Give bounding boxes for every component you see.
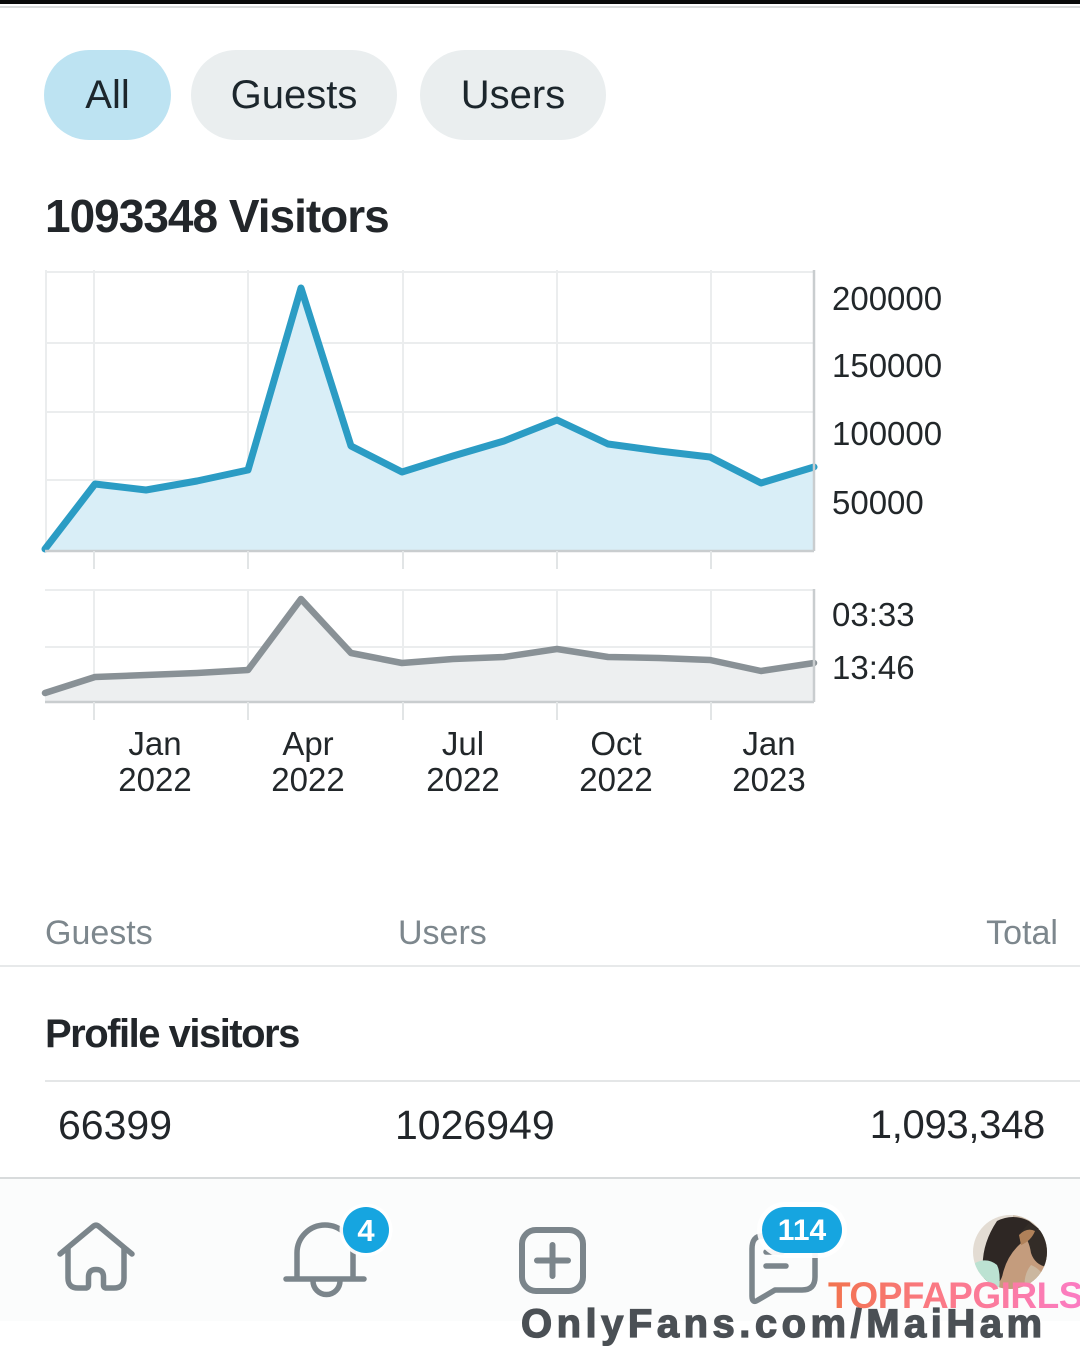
svg-text:4: 4 [357,1213,375,1248]
svg-text:114: 114 [778,1214,827,1247]
